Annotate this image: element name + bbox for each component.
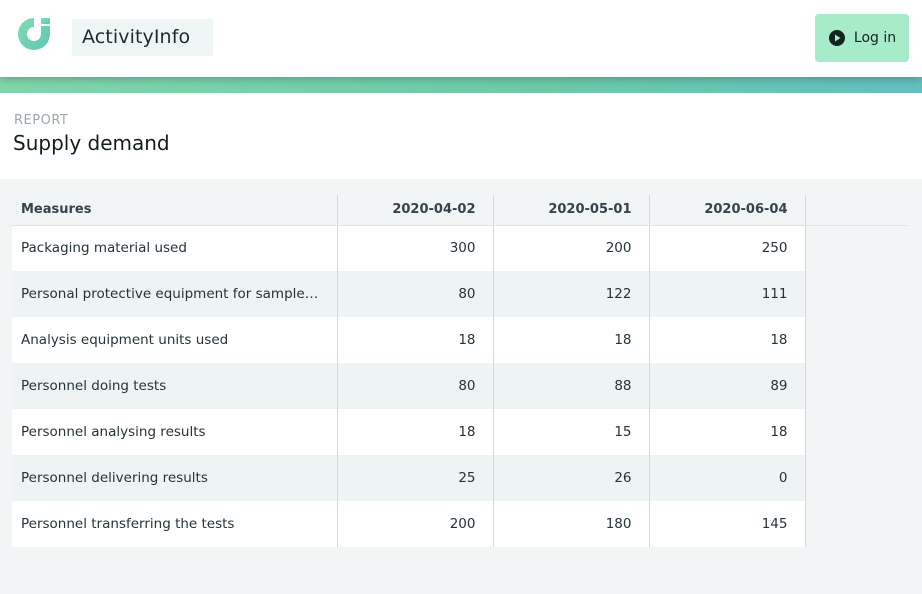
header-accent-bar <box>0 77 922 93</box>
cell-value: 18 <box>648 317 805 363</box>
cell-value: 180 <box>492 501 649 547</box>
report-header: REPORT Supply demand <box>0 93 922 179</box>
activityinfo-logo-icon[interactable] <box>16 16 52 52</box>
table-header-row: Measures 2020-04-02 2020-05-01 2020-06-0… <box>12 195 908 226</box>
table-row: Packaging material used 300 200 250 <box>12 225 908 271</box>
row-filler <box>804 455 908 501</box>
column-header-date[interactable]: 2020-05-01 <box>492 195 649 226</box>
cell-value: 18 <box>336 409 493 455</box>
row-filler <box>804 225 908 271</box>
cell-value: 18 <box>492 317 649 363</box>
pivot-table-container: Measures 2020-04-02 2020-05-01 2020-06-0… <box>12 195 908 547</box>
cell-value: 111 <box>648 271 805 317</box>
report-type-label: REPORT <box>14 113 69 128</box>
cell-value: 18 <box>336 317 493 363</box>
cell-value: 200 <box>492 225 649 271</box>
app-header: ActivityInfo Log in <box>0 0 922 77</box>
cell-value: 200 <box>336 501 493 547</box>
row-label: Personal protective equipment for sample… <box>12 271 337 317</box>
row-filler <box>804 501 908 547</box>
cell-value: 80 <box>336 363 493 409</box>
brand-name-box: ActivityInfo <box>72 19 213 56</box>
row-label: Packaging material used <box>12 225 337 271</box>
row-label: Personnel analysing results <box>12 409 337 455</box>
row-filler <box>804 409 908 455</box>
row-filler <box>804 317 908 363</box>
table-row: Personnel doing tests 80 88 89 <box>12 363 908 409</box>
row-label: Personnel doing tests <box>12 363 337 409</box>
cell-value: 26 <box>492 455 649 501</box>
row-label: Personnel delivering results <box>12 455 337 501</box>
page-title: Supply demand <box>13 131 170 155</box>
row-label: Analysis equipment units used <box>12 317 337 363</box>
cell-value: 300 <box>336 225 493 271</box>
cell-value: 18 <box>648 409 805 455</box>
login-button-label: Log in <box>853 30 897 46</box>
table-row: Personnel delivering results 25 26 0 <box>12 455 908 501</box>
cell-value: 15 <box>492 409 649 455</box>
cell-value: 145 <box>648 501 805 547</box>
login-button[interactable]: Log in <box>815 14 909 62</box>
cell-value: 0 <box>648 455 805 501</box>
table-row: Analysis equipment units used 18 18 18 <box>12 317 908 363</box>
cell-value: 89 <box>648 363 805 409</box>
cell-value: 88 <box>492 363 649 409</box>
column-header-measures[interactable]: Measures <box>12 195 337 226</box>
column-header-date[interactable]: 2020-04-02 <box>336 195 493 226</box>
play-circle-icon <box>828 30 845 46</box>
table-row: Personal protective equipment for sample… <box>12 271 908 317</box>
brand-name: ActivityInfo <box>82 26 191 48</box>
table-row: Personnel analysing results 18 15 18 <box>12 409 908 455</box>
row-filler <box>804 363 908 409</box>
pivot-table: Measures 2020-04-02 2020-05-01 2020-06-0… <box>12 195 908 547</box>
cell-value: 250 <box>648 225 805 271</box>
column-header-filler <box>804 195 908 226</box>
table-row: Personnel transferring the tests 200 180… <box>12 501 908 547</box>
cell-value: 80 <box>336 271 493 317</box>
cell-value: 122 <box>492 271 649 317</box>
row-filler <box>804 271 908 317</box>
row-label: Personnel transferring the tests <box>12 501 337 547</box>
column-header-date[interactable]: 2020-06-04 <box>648 195 805 226</box>
cell-value: 25 <box>336 455 493 501</box>
